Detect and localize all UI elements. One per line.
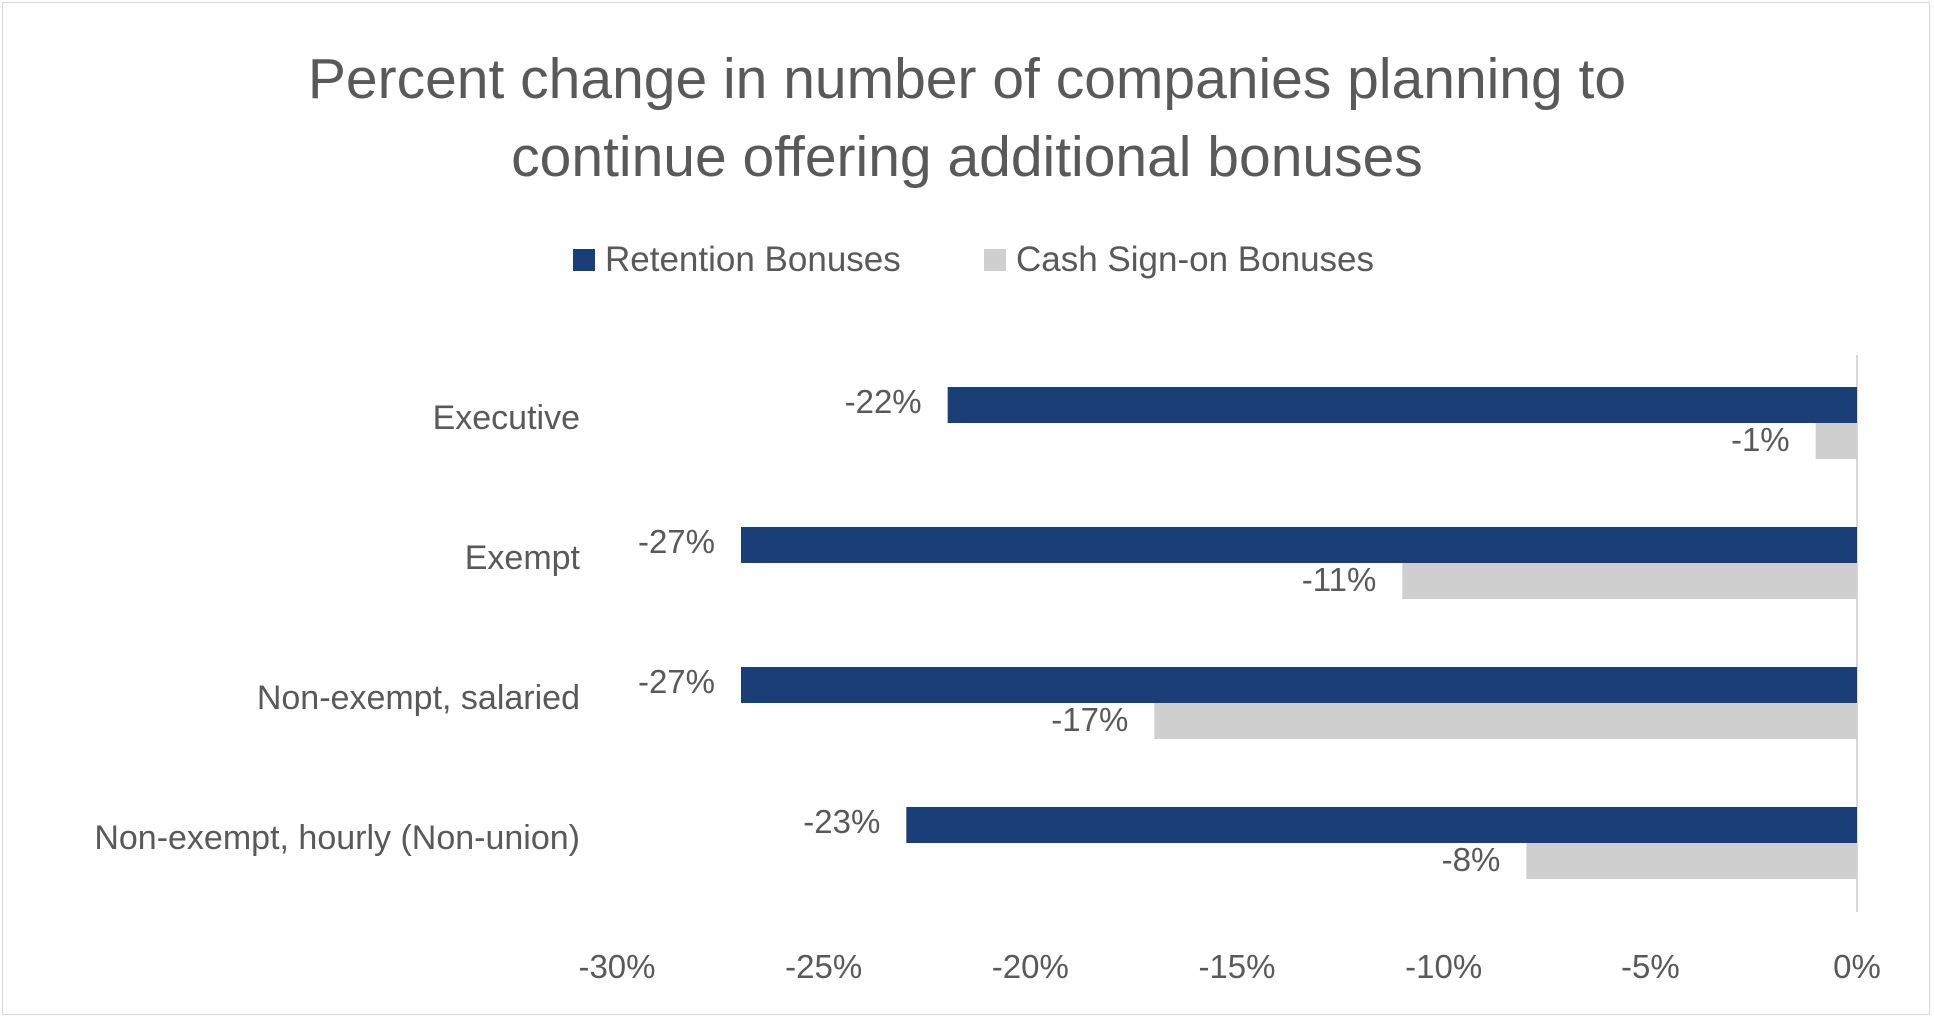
legend-item-retention: Retention Bonuses [573, 240, 901, 280]
data-label: -27% [638, 523, 715, 560]
x-tick-label: -30% [578, 948, 655, 985]
x-tick-label: -15% [1198, 948, 1275, 985]
data-label: -17% [1051, 701, 1128, 738]
chart-title: Percent change in number of companies pl… [0, 40, 1934, 196]
legend-swatch-cash-sign-on [984, 249, 1006, 271]
data-label: -11% [1302, 561, 1377, 598]
data-label: -1% [1731, 421, 1790, 458]
x-tick-label: -10% [1405, 948, 1482, 985]
data-label: -8% [1442, 841, 1501, 878]
cash-sign-on-bar [1402, 563, 1857, 599]
category-label: Non-exempt, hourly (Non-union) [94, 819, 580, 857]
category-label: Executive [433, 399, 580, 437]
legend-label-retention: Retention Bonuses [605, 240, 901, 279]
chart-title-line-1: Percent change in number of companies pl… [307, 47, 1627, 111]
retention-bar [947, 387, 1857, 423]
retention-bar [741, 667, 1857, 703]
cash-sign-on-bar [1154, 703, 1857, 739]
category-label: Non-exempt, salaried [257, 679, 580, 717]
data-label: -23% [803, 803, 880, 840]
chart-legend: Retention Bonuses Cash Sign-on Bonuses [0, 240, 1934, 280]
legend-label-cash-sign-on: Cash Sign-on Bonuses [1016, 240, 1374, 279]
x-tick-label: -20% [992, 948, 1069, 985]
category-label: Exempt [465, 539, 581, 577]
legend-swatch-retention [573, 249, 595, 271]
x-tick-label: 0% [1833, 948, 1881, 985]
legend-item-cash-sign-on: Cash Sign-on Bonuses [984, 240, 1374, 280]
cash-sign-on-bar [1815, 423, 1857, 459]
cash-sign-on-bar [1526, 843, 1857, 879]
retention-bar [906, 807, 1857, 843]
data-label: -27% [638, 663, 715, 700]
data-label: -22% [845, 383, 922, 420]
x-tick-label: -5% [1621, 948, 1680, 985]
x-tick-label: -25% [785, 948, 862, 985]
retention-bar [741, 527, 1857, 563]
chart-title-line-2: continue offering additional bonuses [511, 125, 1423, 189]
